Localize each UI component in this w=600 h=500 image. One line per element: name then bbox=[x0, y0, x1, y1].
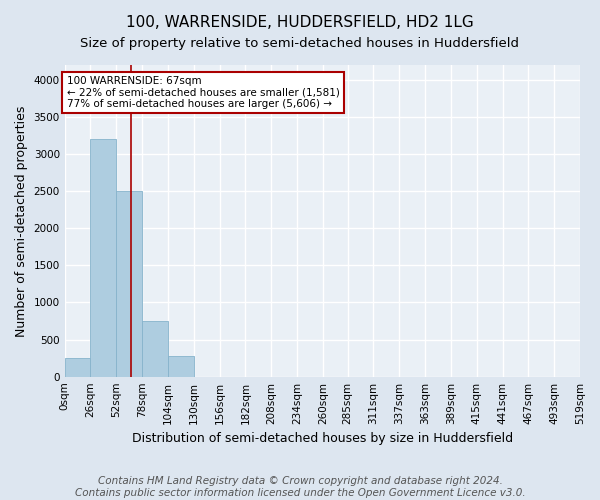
X-axis label: Distribution of semi-detached houses by size in Huddersfield: Distribution of semi-detached houses by … bbox=[132, 432, 513, 445]
Y-axis label: Number of semi-detached properties: Number of semi-detached properties bbox=[15, 105, 28, 336]
Text: 100, WARRENSIDE, HUDDERSFIELD, HD2 1LG: 100, WARRENSIDE, HUDDERSFIELD, HD2 1LG bbox=[126, 15, 474, 30]
Text: Size of property relative to semi-detached houses in Huddersfield: Size of property relative to semi-detach… bbox=[80, 38, 520, 51]
Text: 100 WARRENSIDE: 67sqm
← 22% of semi-detached houses are smaller (1,581)
77% of s: 100 WARRENSIDE: 67sqm ← 22% of semi-deta… bbox=[67, 76, 340, 110]
Text: Contains HM Land Registry data © Crown copyright and database right 2024.
Contai: Contains HM Land Registry data © Crown c… bbox=[74, 476, 526, 498]
Bar bbox=[168, 356, 194, 376]
Bar bbox=[91, 139, 116, 376]
Bar bbox=[142, 321, 168, 376]
Bar bbox=[65, 358, 91, 376]
Bar bbox=[116, 191, 142, 376]
